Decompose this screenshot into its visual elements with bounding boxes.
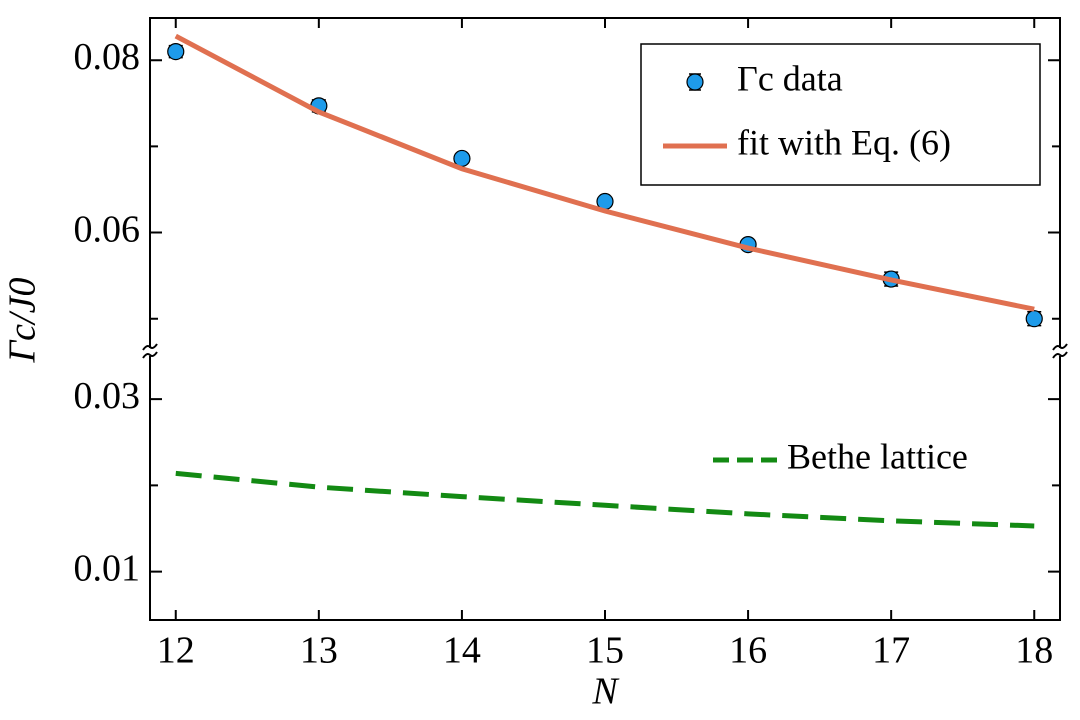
x-tick-label: 16 [729,630,767,672]
data-point [167,43,185,61]
legend-label: Bethe lattice [787,436,968,476]
y-tick-label: 0.08 [74,36,141,78]
data-point [1025,310,1043,328]
legend-label: Γc data [737,58,843,98]
x-tick-label: 15 [586,630,624,672]
y-tick-label: 0.01 [74,547,141,589]
x-tick-label: 14 [443,630,481,672]
x-tick-label: 12 [157,630,195,672]
x-tick-label: 18 [1015,630,1053,672]
axis-break [142,343,158,359]
x-axis-label: N [591,671,620,713]
legend-label: fit with Eq. (6) [737,122,951,162]
y-tick-label: 0.03 [74,375,141,417]
x-tick-label: 17 [872,630,910,672]
legend-marker [686,73,704,91]
y-axis-label: Γc/J0 [2,278,44,364]
y-tick-label: 0.06 [74,208,141,250]
series-line [175,470,1035,529]
axis-break [1052,343,1068,359]
x-tick-label: 13 [300,630,338,672]
series-line [174,33,1035,312]
legend-box [640,43,1041,186]
